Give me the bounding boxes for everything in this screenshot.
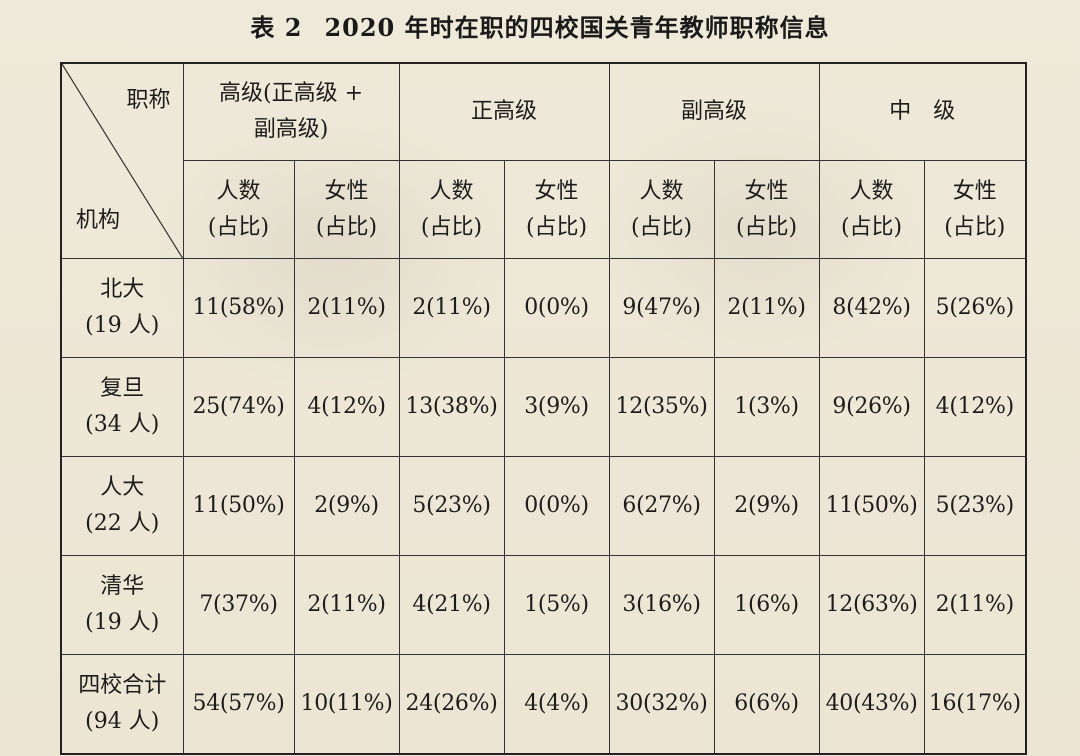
row-header-ruc: 人大 (22 人) bbox=[60, 456, 184, 556]
table-cell: 8(42%) bbox=[818, 258, 925, 358]
group-header-full-senior: 正高级 bbox=[398, 62, 610, 161]
subheader-count: 人数 (占比) bbox=[608, 160, 715, 259]
table-cell: 16(17%) bbox=[923, 654, 1027, 755]
corner-label-title: 职称 bbox=[126, 88, 171, 113]
table-cell: 4(4%) bbox=[503, 654, 610, 755]
table-cell: 2(9%) bbox=[713, 456, 820, 556]
table-caption: 表 2 2020 年时在职的四校国关青年教师职称信息 bbox=[0, 8, 1080, 43]
table-cell: 6(27%) bbox=[608, 456, 715, 556]
table-cell: 5(23%) bbox=[923, 456, 1027, 556]
diagonal-divider bbox=[62, 64, 183, 258]
table-cell: 1(6%) bbox=[713, 555, 820, 655]
table-cell: 4(12%) bbox=[923, 357, 1027, 457]
table-cell: 3(16%) bbox=[608, 555, 715, 655]
subheader-female: 女性 (占比) bbox=[293, 160, 400, 259]
subheader-female: 女性 (占比) bbox=[713, 160, 820, 259]
table-cell: 6(6%) bbox=[713, 654, 820, 755]
group-header-line: 副高级) bbox=[253, 117, 329, 142]
table-cell: 11(50%) bbox=[182, 456, 295, 556]
table-row: 人大 (22 人) 11(50%) 2(9%) 5(23%) 0(0%) 6(27… bbox=[60, 456, 1027, 556]
table-row: 清华 (19 人) 7(37%) 2(11%) 4(21%) 1(5%) 3(16… bbox=[60, 555, 1027, 655]
table-cell: 0(0%) bbox=[503, 258, 610, 358]
title-info-table: 职称 机构 高级(正高级 + 副高级) 正高级 副高级 中 级 人数 (占比) 女… bbox=[60, 62, 1028, 755]
group-header-line: 中 级 bbox=[889, 99, 956, 124]
table-cell: 1(3%) bbox=[713, 357, 820, 457]
table-cell: 4(12%) bbox=[293, 357, 400, 457]
row-header-total: 四校合计 (94 人) bbox=[60, 654, 184, 755]
table-cell: 30(32%) bbox=[608, 654, 715, 755]
table-cell: 2(9%) bbox=[293, 456, 400, 556]
header-row-sub: 人数 (占比) 女性 (占比) 人数 (占比) 女性 (占比) 人数 (占比) 女性 (占比… bbox=[61, 160, 1027, 259]
table-cell: 1(5%) bbox=[503, 555, 610, 655]
row-header-fudan: 复旦 (34 人) bbox=[60, 357, 184, 457]
table-cell: 54(57%) bbox=[182, 654, 295, 755]
table-cell: 2(11%) bbox=[293, 258, 400, 358]
table-cell: 10(11%) bbox=[293, 654, 400, 755]
table-cell: 9(47%) bbox=[608, 258, 715, 358]
table-cell: 13(38%) bbox=[398, 357, 505, 457]
table-cell: 2(11%) bbox=[293, 555, 400, 655]
table-cell: 5(23%) bbox=[398, 456, 505, 556]
table-number: 表 2 bbox=[250, 13, 303, 42]
table-cell: 0(0%) bbox=[503, 456, 610, 556]
table-row: 复旦 (34 人) 25(74%) 4(12%) 13(38%) 3(9%) 12… bbox=[60, 357, 1027, 457]
table-cell: 2(11%) bbox=[923, 555, 1027, 655]
subheader-female: 女性 (占比) bbox=[923, 160, 1027, 259]
table-cell: 5(26%) bbox=[923, 258, 1027, 358]
corner-label-institution: 机构 bbox=[76, 208, 121, 233]
table-row: 北大 (19 人) 11(58%) 2(11%) 2(11%) 0(0%) 9(4… bbox=[60, 258, 1027, 358]
table-cell: 12(63%) bbox=[818, 555, 925, 655]
group-header-senior: 高级(正高级 + 副高级) bbox=[182, 62, 400, 161]
table-cell: 25(74%) bbox=[182, 357, 295, 457]
group-header-line: 副高级 bbox=[681, 99, 748, 124]
subheader-count: 人数 (占比) bbox=[818, 160, 925, 259]
group-header-intermediate: 中 级 bbox=[818, 62, 1027, 161]
table-row-total: 四校合计 (94 人) 54(57%) 10(11%) 24(26%) 4(4%)… bbox=[60, 654, 1027, 755]
table-cell: 7(37%) bbox=[182, 555, 295, 655]
group-header-associate-senior: 副高级 bbox=[608, 62, 820, 161]
table-cell: 4(21%) bbox=[398, 555, 505, 655]
subheader-count: 人数 (占比) bbox=[182, 160, 295, 259]
table-cell: 3(9%) bbox=[503, 357, 610, 457]
table-cell: 2(11%) bbox=[398, 258, 505, 358]
corner-header-cell: 职称 机构 bbox=[60, 62, 184, 259]
subheader-count: 人数 (占比) bbox=[398, 160, 505, 259]
table-cell: 40(43%) bbox=[818, 654, 925, 755]
table-cell: 24(26%) bbox=[398, 654, 505, 755]
row-header-pku: 北大 (19 人) bbox=[60, 258, 184, 358]
table-cell: 2(11%) bbox=[713, 258, 820, 358]
table-cell: 11(58%) bbox=[182, 258, 295, 358]
table-cell: 9(26%) bbox=[818, 357, 925, 457]
header-row-groups: 职称 机构 高级(正高级 + 副高级) 正高级 副高级 中 级 bbox=[60, 62, 1027, 259]
table-cell: 11(50%) bbox=[818, 456, 925, 556]
table-cell: 12(35%) bbox=[608, 357, 715, 457]
table-title: 2020 年时在职的四校国关青年教师职称信息 bbox=[324, 13, 830, 42]
row-header-tsinghua: 清华 (19 人) bbox=[60, 555, 184, 655]
group-header-line: 高级(正高级 + bbox=[219, 81, 364, 106]
subheader-female: 女性 (占比) bbox=[503, 160, 610, 259]
group-header-line: 正高级 bbox=[471, 99, 538, 124]
